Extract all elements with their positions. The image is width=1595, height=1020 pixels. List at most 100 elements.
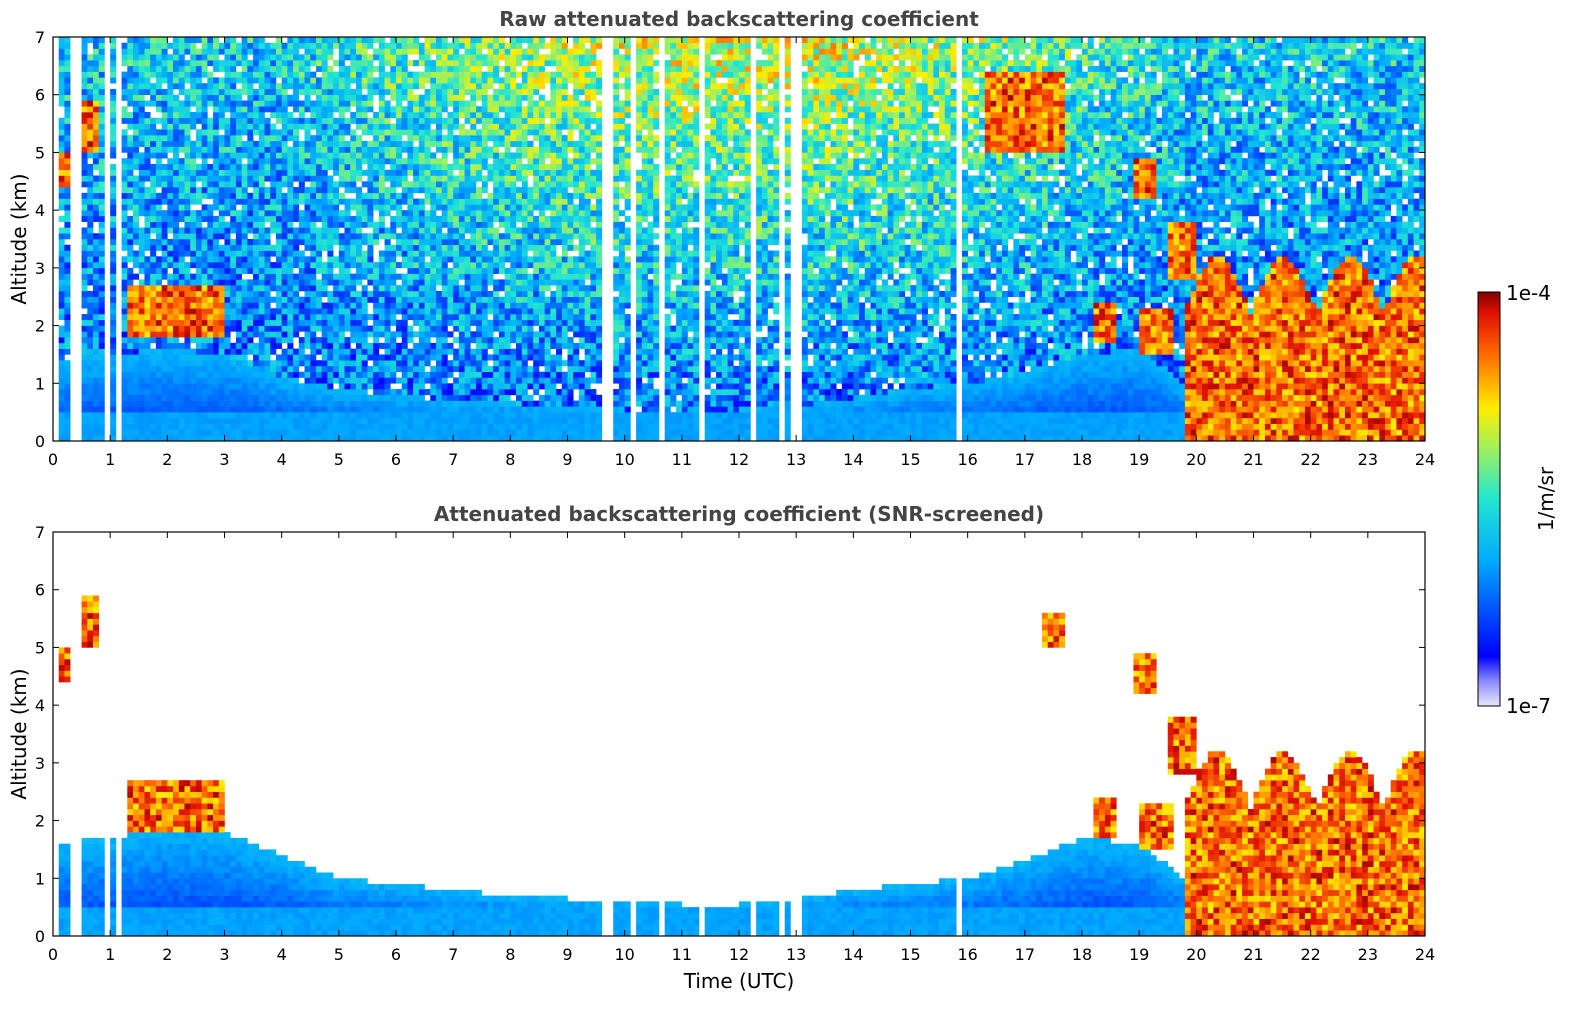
heatmap-cell: [253, 401, 259, 407]
heatmap-cell: [122, 424, 128, 430]
heatmap-cell: [156, 152, 162, 158]
heatmap-cell: [167, 135, 173, 141]
heatmap-cell: [316, 326, 322, 332]
heatmap-cell: [93, 49, 99, 55]
heatmap-cell: [156, 268, 162, 274]
heatmap-cell: [219, 378, 225, 384]
heatmap-cell: [133, 302, 139, 308]
heatmap-cell: [110, 100, 116, 106]
heatmap-cell: [419, 389, 425, 395]
heatmap-cell: [339, 83, 345, 89]
heatmap-cell: [379, 424, 385, 430]
heatmap-cell: [253, 100, 259, 106]
heatmap-cell: [259, 187, 265, 193]
heatmap-cell: [87, 118, 93, 124]
heatmap-cell: [64, 158, 70, 164]
heatmap-cell: [265, 118, 271, 124]
heatmap-cell: [447, 349, 453, 355]
heatmap-cell: [482, 245, 488, 251]
heatmap-cell: [293, 418, 299, 424]
heatmap-cell: [470, 72, 476, 78]
heatmap-cell: [59, 193, 65, 199]
heatmap-cell: [87, 77, 93, 83]
heatmap-cell: [510, 297, 516, 303]
heatmap-cell: [367, 268, 373, 274]
heatmap-cell: [122, 193, 128, 199]
heatmap-cell: [459, 176, 465, 182]
heatmap-cell: [373, 429, 379, 435]
heatmap-cell: [419, 372, 425, 378]
heatmap-cell: [253, 152, 259, 158]
heatmap-cell: [436, 412, 442, 418]
heatmap-cell: [144, 262, 150, 268]
heatmap-cell: [476, 383, 482, 389]
heatmap-cell: [93, 95, 99, 101]
heatmap-cell: [93, 60, 99, 66]
heatmap-cell: [82, 360, 88, 366]
heatmap-cell: [453, 395, 459, 401]
heatmap-cell: [510, 360, 516, 366]
heatmap-cell: [293, 389, 299, 395]
heatmap-cell: [127, 124, 133, 130]
heatmap-cell: [333, 233, 339, 239]
heatmap-cell: [276, 66, 282, 72]
heatmap-cell: [230, 383, 236, 389]
heatmap-cell: [230, 100, 236, 106]
heatmap-cell: [390, 262, 396, 268]
heatmap-cell: [322, 222, 328, 228]
heatmap-cell: [482, 308, 488, 314]
heatmap-cell: [139, 279, 145, 285]
heatmap-cell: [202, 314, 208, 320]
heatmap-cell: [259, 233, 265, 239]
heatmap-cell: [305, 77, 311, 83]
heatmap-cell: [316, 314, 322, 320]
heatmap-cell: [356, 354, 362, 360]
heatmap-cell: [87, 378, 93, 384]
heatmap-cell: [442, 395, 448, 401]
heatmap-cell: [184, 147, 190, 153]
heatmap-cell: [316, 95, 322, 101]
heatmap-cell: [465, 435, 471, 441]
heatmap-cell: [253, 158, 259, 164]
heatmap-cell: [402, 95, 408, 101]
heatmap-cell: [202, 354, 208, 360]
heatmap-cell: [436, 418, 442, 424]
heatmap-cell: [225, 302, 231, 308]
heatmap-cell: [493, 43, 499, 49]
heatmap-cell: [259, 158, 265, 164]
heatmap-cell: [350, 285, 356, 291]
heatmap-cell: [236, 95, 242, 101]
heatmap-cell: [493, 141, 499, 147]
heatmap-cell: [407, 129, 413, 135]
heatmap-cell: [265, 406, 271, 412]
heatmap-cell: [367, 147, 373, 153]
heatmap-cell: [225, 256, 231, 262]
heatmap-cell: [482, 372, 488, 378]
heatmap-cell: [293, 302, 299, 308]
heatmap-cell: [299, 274, 305, 280]
heatmap-cell: [425, 77, 431, 83]
heatmap-cell: [487, 233, 493, 239]
heatmap-cell: [430, 135, 436, 141]
heatmap-cell: [407, 216, 413, 222]
heatmap-cell: [459, 360, 465, 366]
heatmap-cell: [345, 170, 351, 176]
heatmap-cell: [265, 233, 271, 239]
heatmap-cell: [99, 170, 105, 176]
heatmap-cell: [305, 395, 311, 401]
heatmap-cell: [436, 297, 442, 303]
heatmap-cell: [407, 366, 413, 372]
heatmap-cell: [436, 366, 442, 372]
heatmap-cell: [499, 314, 505, 320]
heatmap-cell: [196, 429, 202, 435]
heatmap-cell: [327, 360, 333, 366]
heatmap-cell: [510, 435, 516, 441]
heatmap-cell: [93, 158, 99, 164]
heatmap-cell: [139, 262, 145, 268]
heatmap-cell: [402, 141, 408, 147]
heatmap-cell: [87, 187, 93, 193]
heatmap-cell: [459, 89, 465, 95]
heatmap-cell: [282, 378, 288, 384]
heatmap-cell: [385, 366, 391, 372]
heatmap-cell: [236, 337, 242, 343]
